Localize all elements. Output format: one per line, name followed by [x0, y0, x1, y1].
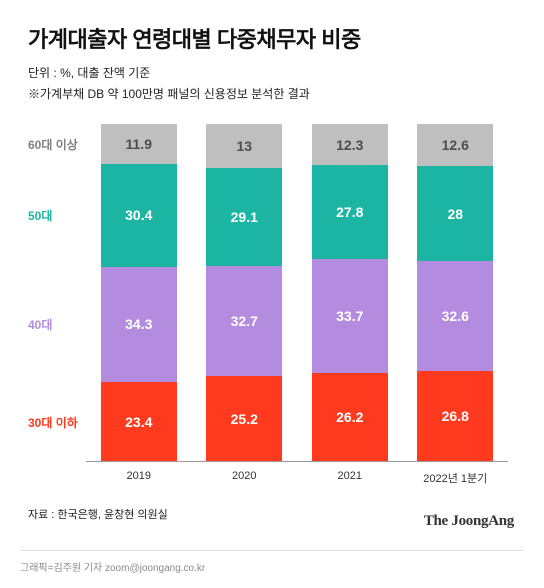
- legend-item-30under: 30대 이하: [28, 383, 82, 462]
- bar-3: 12.62832.626.8: [417, 124, 493, 461]
- legend: 60대 이상50대40대30대 이하: [28, 124, 82, 462]
- chart-title: 가계대출자 연령대별 다중채무자 비중: [28, 22, 516, 54]
- brand-logo: The JoongAng: [424, 513, 514, 530]
- segment-60plus: 12.6: [417, 124, 493, 166]
- stacked-bar-chart: 60대 이상50대40대30대 이하 11.930.434.323.41329.…: [86, 124, 508, 484]
- segment-50s: 28: [417, 166, 493, 260]
- unit-line: 단위 : %, 대출 잔액 기준: [28, 64, 516, 81]
- x-axis: 2019 2020 2021 2022년 1분기: [86, 466, 508, 484]
- note-line: ※가계부채 DB 약 100만명 패널의 신용정보 분석한 결과: [28, 85, 516, 102]
- legend-item-40s: 40대: [28, 267, 82, 383]
- segment-40s: 33.7: [312, 259, 388, 373]
- credit-line: 그래픽=김주원 기자 zoom@joongang.co.kr: [20, 550, 524, 574]
- x-tick: 2019: [101, 466, 177, 482]
- bar-1: 1329.132.725.2: [206, 124, 282, 461]
- segment-30under: 25.2: [206, 376, 282, 461]
- segment-50s: 30.4: [101, 164, 177, 266]
- segment-30under: 23.4: [101, 382, 177, 461]
- segment-50s: 29.1: [206, 168, 282, 266]
- plot-area: 11.930.434.323.4 1329.132.725.2 12.327.833…: [86, 124, 508, 462]
- bar-0: 11.930.434.323.4: [101, 124, 177, 461]
- segment-30under: 26.2: [312, 373, 388, 461]
- segment-50s: 27.8: [312, 165, 388, 259]
- segment-60plus: 12.3: [312, 124, 388, 165]
- bar-2: 12.327.833.726.2: [312, 124, 388, 461]
- segment-40s: 32.7: [206, 266, 282, 376]
- x-tick: 2021: [312, 466, 388, 482]
- segment-40s: 32.6: [417, 261, 493, 371]
- legend-item-60plus: 60대 이상: [28, 124, 82, 164]
- segment-60plus: 13: [206, 124, 282, 168]
- segment-30under: 26.8: [417, 371, 493, 461]
- x-tick: 2020: [206, 466, 282, 482]
- legend-item-50s: 50대: [28, 164, 82, 267]
- segment-40s: 34.3: [101, 267, 177, 383]
- segment-60plus: 11.9: [101, 124, 177, 164]
- x-tick: 2022년 1분기: [417, 466, 493, 486]
